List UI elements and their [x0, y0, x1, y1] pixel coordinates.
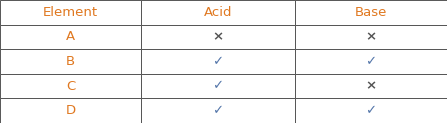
Text: ×: × [212, 30, 224, 43]
Text: ✓: ✓ [212, 55, 224, 68]
Bar [141, 0, 295, 25]
Bar [295, 25, 447, 49]
Bar [0, 25, 141, 49]
Text: A: A [66, 30, 75, 43]
Bar [141, 74, 295, 98]
Bar [0, 74, 141, 98]
Text: ×: × [366, 30, 376, 43]
Bar [295, 98, 447, 123]
Text: D: D [65, 104, 76, 117]
Bar [0, 0, 141, 25]
Bar [0, 98, 141, 123]
Bar [141, 25, 295, 49]
Text: Element: Element [43, 6, 98, 19]
Text: C: C [66, 80, 75, 93]
Text: Acid: Acid [204, 6, 232, 19]
Text: B: B [66, 55, 75, 68]
Bar [295, 0, 447, 25]
Bar [295, 49, 447, 74]
Text: ✓: ✓ [366, 104, 376, 117]
Text: ✓: ✓ [212, 80, 224, 93]
Text: ×: × [366, 80, 376, 93]
Bar [141, 49, 295, 74]
Text: ✓: ✓ [366, 55, 376, 68]
Text: ✓: ✓ [212, 104, 224, 117]
Bar [141, 98, 295, 123]
Bar [0, 49, 141, 74]
Bar [295, 74, 447, 98]
Text: Base: Base [355, 6, 387, 19]
